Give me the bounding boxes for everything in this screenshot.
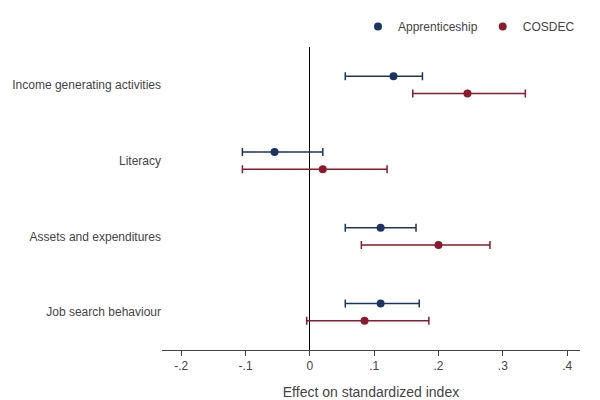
svg-text:.2: .2	[434, 359, 444, 373]
svg-text:.3: .3	[498, 359, 508, 373]
svg-text:Job search behaviour: Job search behaviour	[46, 305, 161, 319]
svg-text:Literacy: Literacy	[119, 154, 161, 168]
svg-text:Effect on standardized index: Effect on standardized index	[283, 384, 459, 400]
svg-text:-.2: -.2	[174, 359, 188, 373]
svg-text:Assets and expenditures: Assets and expenditures	[30, 230, 161, 244]
svg-text:0: 0	[307, 359, 314, 373]
svg-text:Apprenticeship: Apprenticeship	[398, 20, 478, 34]
svg-text:Income generating activities: Income generating activities	[12, 78, 161, 92]
svg-text:.1: .1	[369, 359, 379, 373]
svg-text:.4: .4	[562, 359, 572, 373]
svg-text:-.1: -.1	[239, 359, 253, 373]
svg-text:COSDEC: COSDEC	[523, 20, 575, 34]
